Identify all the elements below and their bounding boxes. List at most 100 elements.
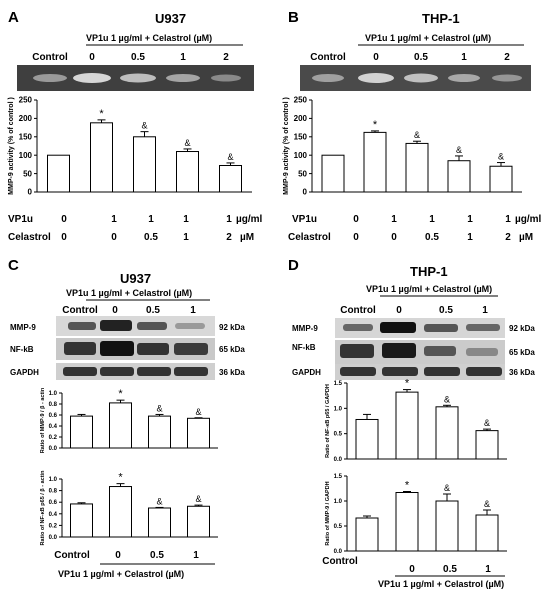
y-tick-label: 0.5: [334, 432, 343, 438]
table-cell: 1: [391, 214, 397, 225]
y-tick-label: 0.0: [49, 535, 58, 541]
significance-star: *: [373, 119, 378, 131]
y-tick-label: 0.2: [49, 523, 58, 529]
panel-c-lane-labels: Control 0 0.5 1: [62, 305, 196, 316]
blot-row-label: NF-kB: [10, 345, 34, 354]
y-tick-label: 100: [294, 151, 308, 160]
y-tick-label: 0.6: [49, 413, 58, 419]
zymogram-gel-a: [17, 65, 254, 91]
x-label: 1: [485, 564, 491, 575]
bar: [70, 503, 93, 538]
y-tick-label: 50: [23, 169, 32, 178]
significance-star: *: [405, 378, 410, 390]
gel-label: Control: [32, 52, 68, 63]
y-tick-label: 1.5: [334, 474, 343, 480]
bar: [475, 430, 499, 460]
bar: [447, 160, 471, 193]
x-label: 0.5: [150, 550, 164, 561]
x-caption: VP1u 1 µg/ml + Celastrol (µM): [58, 569, 184, 579]
significance-star: *: [405, 480, 410, 492]
panel-title-b: THP-1: [422, 11, 460, 26]
table-cell: 1: [467, 232, 473, 243]
table-cell: 0: [61, 214, 67, 225]
bar-chart-b: 0 50 100 150 200 250 MMP-9 activity (% of cont…: [283, 96, 522, 197]
panel-title-a: U937: [155, 11, 186, 26]
blot-row-label: GAPDH: [10, 368, 39, 377]
x-label: 1: [193, 550, 199, 561]
table-cell: 0: [61, 232, 67, 243]
y-axis-label: Ratio of MMP-9 / β - actin: [40, 387, 46, 453]
table-cell: 1: [429, 214, 435, 225]
bar: [435, 500, 459, 552]
table-unit: µM: [240, 232, 254, 243]
y-tick-label: 1.0: [49, 391, 58, 397]
table-cell: 1: [183, 232, 189, 243]
significance-ampersand: &: [195, 494, 201, 504]
lane-label: Control: [340, 305, 376, 316]
blot-kda-label: 92 kDa: [219, 323, 245, 332]
table-cell: 0: [111, 232, 117, 243]
blot-kda-label: 65 kDa: [219, 345, 245, 354]
bar: [435, 406, 459, 460]
x-caption: VP1u 1 µg/ml + Celastrol (µM): [378, 579, 504, 589]
blot-row-label: MMP-9: [10, 323, 36, 332]
bottom-axis-d: Control 0 0.5 1 VP1u 1 µg/ml + Celastrol…: [322, 556, 505, 589]
y-tick-label: 1.0: [334, 499, 343, 505]
table-cell: 1: [505, 214, 511, 225]
blot-row-label: NF-kB: [292, 343, 316, 352]
y-tick-label: 0.5: [334, 524, 343, 530]
table-row-label: VP1u: [292, 214, 317, 225]
significance-ampersand: &: [156, 496, 162, 506]
y-tick-label: 1.0: [334, 406, 343, 412]
table-cell: 1: [226, 214, 232, 225]
blot-row-label: MMP-9: [292, 324, 318, 333]
lane-label: 0: [112, 305, 118, 316]
panel-b-header: VP1u 1 µg/ml + Celastrol (µM): [365, 33, 491, 43]
bar: [133, 136, 156, 193]
y-tick-label: 0.8: [49, 402, 58, 408]
significance-star: *: [99, 108, 104, 120]
significance-ampersand: &: [444, 394, 450, 404]
bottom-axis-c: Control 0 0.5 1 VP1u 1 µg/ml + Celastrol…: [54, 550, 215, 579]
bar: [187, 505, 210, 538]
bar: [47, 154, 70, 193]
table-cell: 0: [353, 214, 359, 225]
panel-letter-d: D: [288, 257, 299, 274]
gel-label: 0.5: [131, 52, 145, 63]
significance-ampersand: &: [184, 138, 190, 148]
panel-a-header: VP1u 1 µg/ml + Celastrol (µM): [86, 33, 212, 43]
lane-label: 1: [190, 305, 196, 316]
y-tick-label: 200: [19, 114, 33, 123]
panel-letter-c: C: [8, 257, 19, 274]
table-cell: 1: [467, 214, 473, 225]
bar: [148, 415, 171, 449]
lane-label: 0.5: [439, 305, 453, 316]
blot-kda-label: 92 kDa: [509, 324, 535, 333]
bar: [475, 514, 499, 552]
table-row-label: VP1u: [8, 214, 33, 225]
y-tick-label: 0: [303, 188, 308, 197]
y-tick-label: 250: [294, 96, 308, 105]
western-blot-d: [335, 318, 505, 380]
panel-letter-a: A: [8, 9, 19, 26]
x-label: 0.5: [443, 564, 457, 575]
bar-chart-a: 0 50 100 150 200 250 MMP-9 activity (% of cont…: [8, 96, 252, 197]
y-axis-label: Ratio of NF-κB p65 / GAPDH: [325, 384, 331, 458]
bar: [90, 122, 113, 193]
table-unit: µM: [519, 232, 533, 243]
blot-kda-label: 36 kDa: [219, 368, 245, 377]
x-label: Control: [322, 556, 358, 567]
gel-label: 2: [223, 52, 229, 63]
panel-d-header: VP1u 1 µg/ml + Celastrol (µM): [366, 284, 492, 294]
blot-kda-label: 65 kDa: [509, 348, 535, 357]
gel-label: 0: [89, 52, 95, 63]
table-unit: µg/ml: [515, 214, 542, 225]
y-tick-label: 0: [28, 188, 33, 197]
y-tick-label: 0.8: [49, 489, 58, 495]
y-tick-label: 0.4: [49, 512, 58, 518]
bar: [187, 417, 210, 449]
gel-label: 0.5: [414, 52, 428, 63]
gel-label: 1: [180, 52, 186, 63]
bar: [219, 165, 242, 193]
